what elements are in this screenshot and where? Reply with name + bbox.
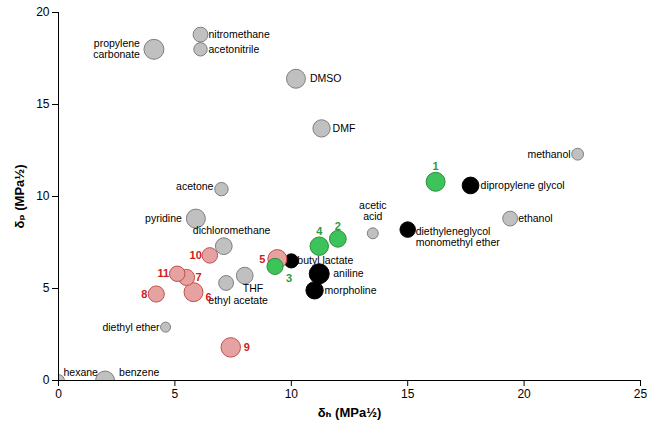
- svg-text:methanol: methanol: [527, 148, 570, 160]
- svg-text:15: 15: [401, 387, 415, 401]
- svg-text:THF: THF: [243, 282, 263, 294]
- svg-text:4: 4: [316, 225, 323, 237]
- svg-text:10: 10: [285, 387, 299, 401]
- svg-text:5: 5: [43, 281, 50, 295]
- svg-text:20: 20: [36, 5, 50, 19]
- svg-text:aniline: aniline: [333, 267, 364, 279]
- svg-text:15: 15: [36, 97, 50, 111]
- svg-text:20: 20: [517, 387, 531, 401]
- svg-text:diethyleneglycolmonomethyl eth: diethyleneglycolmonomethyl ether: [416, 225, 501, 248]
- svg-text:10: 10: [190, 249, 202, 261]
- svg-text:acetonitrile: acetonitrile: [209, 43, 260, 55]
- svg-text:2: 2: [335, 220, 341, 232]
- svg-text:7: 7: [196, 271, 202, 283]
- svg-text:10: 10: [36, 189, 50, 203]
- svg-text:butyl lactate: butyl lactate: [297, 254, 353, 266]
- svg-text:diethyl ether: diethyl ether: [102, 321, 160, 333]
- svg-text:5: 5: [259, 253, 265, 265]
- svg-text:nitromethane: nitromethane: [209, 28, 270, 40]
- svg-text:1: 1: [433, 160, 439, 172]
- svg-text:aceticacid: aceticacid: [359, 199, 386, 222]
- svg-text:0: 0: [43, 373, 50, 387]
- svg-text:hexane: hexane: [64, 366, 99, 378]
- svg-text:δₚ (MPa½): δₚ (MPa½): [12, 165, 27, 229]
- svg-text:9: 9: [244, 341, 250, 353]
- svg-text:δₕ (MPa½): δₕ (MPa½): [318, 405, 382, 420]
- svg-text:DMSO: DMSO: [310, 72, 342, 84]
- svg-text:0: 0: [55, 387, 62, 401]
- svg-text:benzene: benzene: [119, 366, 159, 378]
- svg-text:25: 25: [634, 387, 648, 401]
- svg-text:dichloromethane: dichloromethane: [193, 224, 271, 236]
- svg-text:propylenecarbonate: propylenecarbonate: [93, 37, 140, 60]
- svg-text:acetone: acetone: [176, 180, 214, 192]
- svg-text:8: 8: [141, 288, 147, 300]
- svg-text:ethanol: ethanol: [518, 212, 552, 224]
- svg-text:morpholine: morpholine: [325, 284, 377, 296]
- svg-text:ethyl acetate: ethyl acetate: [208, 294, 268, 306]
- svg-text:pyridine: pyridine: [145, 212, 182, 224]
- svg-text:6: 6: [206, 291, 212, 303]
- svg-text:3: 3: [286, 272, 292, 284]
- svg-text:11: 11: [158, 267, 170, 279]
- svg-text:dipropylene glycol: dipropylene glycol: [481, 179, 565, 191]
- svg-text:5: 5: [172, 387, 179, 401]
- svg-text:DMF: DMF: [333, 122, 356, 134]
